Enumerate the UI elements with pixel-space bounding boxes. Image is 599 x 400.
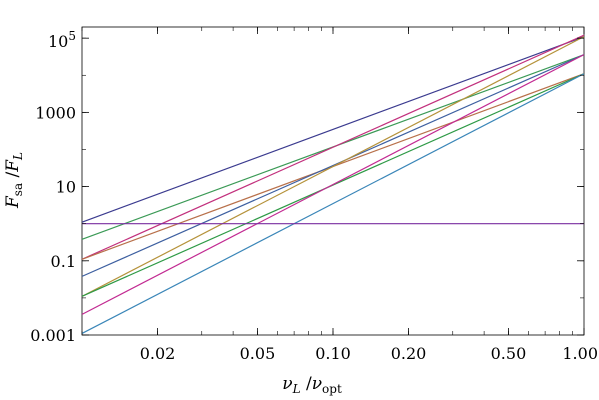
y-tick-label: 0.001 — [30, 326, 76, 345]
series-line-1 — [81, 36, 585, 223]
series-line-8 — [81, 54, 585, 315]
plot-frame — [81, 26, 585, 336]
series-line-6 — [81, 36, 585, 297]
x-tick-label: 0.50 — [491, 344, 527, 363]
x-tick-label: 0.05 — [240, 344, 276, 363]
x-tick-label: 0.10 — [315, 344, 351, 363]
y-axis-label: Fsa /FL — [3, 152, 25, 209]
x-tick-label: 0.20 — [391, 344, 427, 363]
x-tick-label: 1.00 — [562, 344, 598, 363]
plot-border — [81, 26, 585, 336]
series-line-9 — [81, 73, 585, 334]
series-layer — [81, 34, 585, 334]
y-tick-label: 105 — [48, 29, 76, 51]
ticks-layer — [81, 27, 585, 336]
x-axis-label: νL /νopt — [282, 374, 342, 396]
series-line-5 — [81, 54, 585, 277]
x-tick-label: 0.02 — [140, 344, 176, 363]
y-tick-label: 1000 — [35, 103, 76, 122]
series-line-3 — [81, 34, 585, 260]
tick-labels: 0.02 0.05 0.10 0.20 0.50 1.00 0.001 0.1 10 1000 10… — [30, 29, 598, 363]
y-tick-label: 0.1 — [51, 252, 76, 271]
y-tick-label: 10 — [56, 178, 76, 197]
